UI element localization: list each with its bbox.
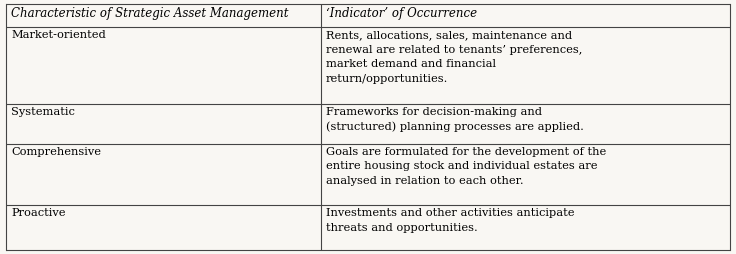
Text: Investments and other activities anticipate
threats and opportunities.: Investments and other activities anticip… <box>326 209 574 233</box>
Text: ‘Indicator’ of Occurrence: ‘Indicator’ of Occurrence <box>326 7 477 20</box>
Text: Market-oriented: Market-oriented <box>11 30 106 40</box>
Text: Comprehensive: Comprehensive <box>11 147 101 157</box>
Text: Proactive: Proactive <box>11 209 66 218</box>
Text: Frameworks for decision-making and
(structured) planning processes are applied.: Frameworks for decision-making and (stru… <box>326 107 584 132</box>
Text: Rents, allocations, sales, maintenance and
renewal are related to tenants’ prefe: Rents, allocations, sales, maintenance a… <box>326 30 582 84</box>
Text: Systematic: Systematic <box>11 107 75 117</box>
Text: Characteristic of Strategic Asset Management: Characteristic of Strategic Asset Manage… <box>11 7 289 20</box>
Text: Goals are formulated for the development of the
entire housing stock and individ: Goals are formulated for the development… <box>326 147 606 186</box>
